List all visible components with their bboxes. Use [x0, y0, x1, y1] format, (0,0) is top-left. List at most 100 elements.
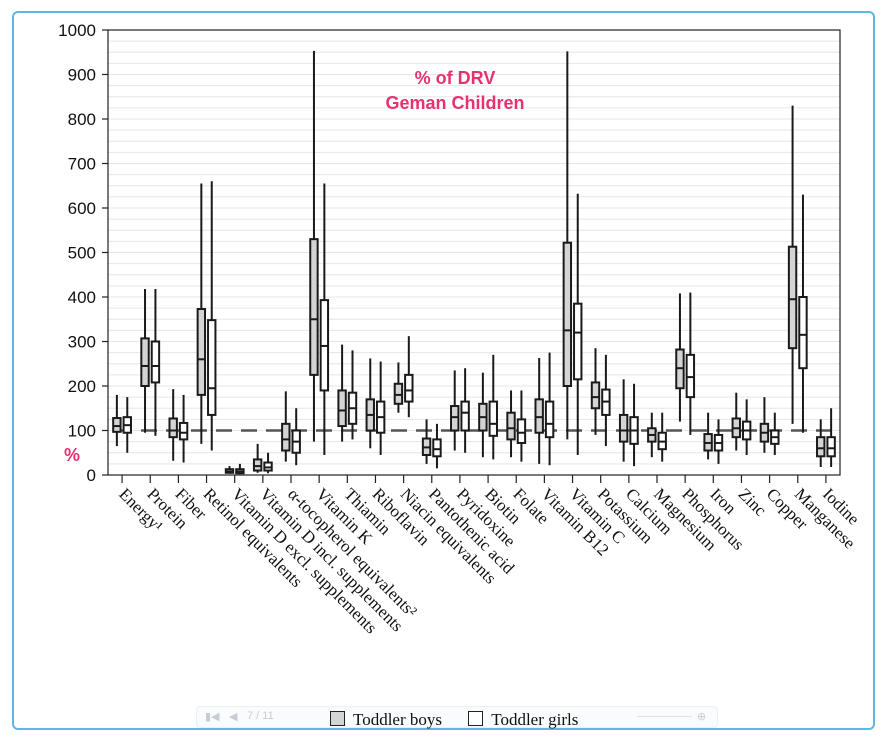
- box-boys: [478, 372, 488, 458]
- zoom-in-icon[interactable]: ⊕: [697, 711, 707, 723]
- box-boys: [112, 394, 122, 447]
- y-tick-label: 1000: [58, 21, 96, 40]
- box-girls: [291, 408, 301, 466]
- box-body: [393, 382, 404, 405]
- box-boys: [365, 358, 375, 449]
- box-body: [787, 245, 798, 350]
- y-tick-label: 900: [68, 66, 96, 85]
- y-tick-label: 500: [68, 244, 96, 263]
- box-body: [404, 373, 414, 403]
- box-boys: [534, 357, 544, 464]
- page-navigation-bar: ▮◀ ◀ 7 / 11 ⊕: [196, 706, 718, 728]
- y-tick-label: 800: [68, 110, 96, 129]
- legend: Toddler boys Toddler girls: [330, 710, 600, 732]
- box-body: [168, 417, 178, 439]
- y-tick-label: 100: [68, 422, 96, 441]
- box-body: [826, 436, 836, 458]
- box-body: [460, 400, 470, 432]
- legend-swatch-girls: [468, 711, 484, 726]
- legend-label-girls: Toddler girls: [491, 710, 579, 729]
- box-body: [506, 411, 516, 441]
- box-girls: [741, 399, 752, 455]
- box-boys: [506, 390, 516, 458]
- box-girls: [122, 397, 132, 453]
- box-body: [150, 340, 161, 384]
- y-tick-label: 200: [68, 377, 96, 396]
- box-boys: [140, 288, 150, 433]
- box-boys: [337, 344, 347, 442]
- box-body: [618, 413, 629, 443]
- box-girls: [150, 288, 161, 436]
- box-girls: [404, 336, 414, 418]
- box-girls: [319, 183, 330, 455]
- box-body: [590, 381, 601, 410]
- box-boys: [703, 412, 713, 460]
- box-body: [534, 398, 544, 434]
- box-girls: [235, 463, 245, 475]
- box-body: [281, 422, 291, 452]
- legend-swatch-boys: [330, 711, 345, 726]
- box-girls: [375, 361, 386, 455]
- box-body: [798, 296, 808, 370]
- box-girls: [207, 181, 217, 451]
- box-boys: [787, 105, 798, 424]
- box-boys: [562, 51, 573, 440]
- box-body: [562, 241, 573, 387]
- box-body: [516, 418, 527, 444]
- box-boys: [816, 419, 826, 467]
- box-body: [488, 400, 498, 437]
- box-boys: [450, 370, 460, 451]
- legend-item-boys: Toddler boys: [330, 710, 442, 730]
- box-girls: [629, 383, 639, 467]
- box-boys: [196, 183, 207, 444]
- skip-back-icon[interactable]: ▮◀: [205, 711, 220, 723]
- box-girls: [685, 292, 696, 435]
- box-girls: [488, 354, 498, 460]
- box-girls: [770, 412, 780, 455]
- box-girls: [798, 194, 808, 433]
- box-body: [337, 389, 347, 428]
- box-body: [573, 302, 583, 381]
- zoom-slider-track[interactable]: [637, 716, 692, 717]
- legend-label-boys: Toddler boys: [353, 710, 442, 729]
- box-body: [178, 421, 189, 441]
- box-girls: [657, 412, 667, 462]
- box-girls: [601, 354, 611, 447]
- boxes: [112, 50, 836, 475]
- box-boys: [731, 392, 741, 451]
- box-body: [207, 319, 217, 416]
- box-body: [685, 353, 696, 399]
- box-boys: [421, 419, 432, 464]
- box-boys: [252, 443, 263, 473]
- box-boys: [281, 391, 291, 462]
- box-girls: [516, 390, 527, 462]
- box-boys: [393, 362, 404, 413]
- y-tick-label: 600: [68, 199, 96, 218]
- box-body: [252, 458, 263, 472]
- box-boys: [309, 50, 319, 442]
- box-body: [140, 337, 150, 388]
- chart-title-line-1: % of DRV: [415, 68, 496, 88]
- box-girls: [432, 423, 442, 469]
- y-tick-label: 400: [68, 288, 96, 307]
- box-body: [450, 405, 460, 432]
- box-girls: [178, 394, 189, 463]
- box-boys: [618, 379, 629, 462]
- box-girls: [544, 352, 555, 466]
- box-boys: [759, 397, 770, 453]
- box-body: [432, 438, 442, 458]
- box-body: [544, 400, 555, 439]
- box-girls: [713, 419, 724, 464]
- chart-title-line-2: Geman Children: [385, 93, 524, 113]
- axes: 01002003004005006007008009001000Energy¹P…: [58, 21, 863, 637]
- play-back-icon[interactable]: ◀: [229, 711, 238, 723]
- page-indicator: 7 / 11: [247, 710, 274, 722]
- box-girls: [347, 350, 358, 440]
- box-girls: [826, 408, 836, 467]
- x-tick-label: Zinc: [735, 484, 771, 520]
- box-boys: [675, 293, 685, 422]
- y-tick-label: 700: [68, 155, 96, 174]
- box-boys: [224, 466, 235, 474]
- box-body: [196, 308, 207, 396]
